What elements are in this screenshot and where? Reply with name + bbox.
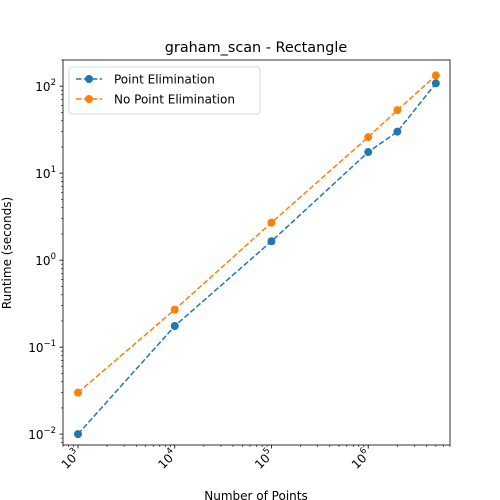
data-point (171, 322, 179, 330)
data-point (267, 237, 275, 245)
data-point (432, 79, 440, 87)
y-axis-label: Runtime (seconds) (0, 197, 14, 309)
data-point (171, 306, 179, 314)
legend-label: No Point Elimination (114, 93, 235, 107)
data-point (364, 148, 372, 156)
data-point (393, 128, 401, 136)
x-axis-label: Number of Points (204, 489, 307, 500)
data-point (74, 389, 82, 397)
data-point (393, 106, 401, 114)
chart-title: graham_scan - Rectangle (165, 40, 348, 56)
data-point (267, 219, 275, 227)
legend-label: Point Elimination (114, 73, 215, 87)
legend-marker (85, 95, 93, 103)
legend: Point Elimination No Point Elimination (69, 67, 260, 114)
data-point (364, 133, 372, 141)
data-point (432, 71, 440, 79)
legend-marker (85, 75, 93, 83)
data-point (74, 430, 82, 438)
